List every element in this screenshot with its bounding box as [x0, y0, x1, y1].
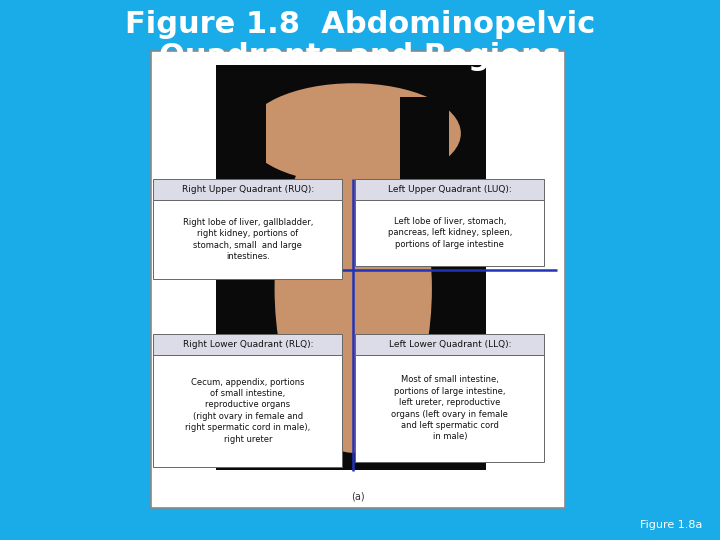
Bar	[356, 355, 544, 462]
Text: Most of small intestine,
portions of large intestine,
left ureter, reproductive
: Most of small intestine, portions of lar…	[392, 375, 508, 442]
Bar	[153, 179, 342, 200]
Bar	[216, 65, 486, 470]
Bar	[153, 355, 342, 467]
Text: Right Upper Quadrant (RUQ):: Right Upper Quadrant (RUQ):	[181, 185, 314, 194]
Bar	[153, 334, 342, 355]
Ellipse shape	[246, 83, 461, 184]
Text: Right lobe of liver, gallbladder,
right kidney, portions of
stomach, small  and : Right lobe of liver, gallbladder, right …	[183, 218, 313, 261]
Bar	[216, 97, 266, 256]
Bar	[356, 334, 544, 355]
Text: Cecum, appendix, portions
of small intestine,
reproductive organs
(right ovary i: Cecum, appendix, portions of small intes…	[185, 377, 310, 444]
Text: Figure 1.8a: Figure 1.8a	[639, 520, 702, 530]
Bar	[400, 97, 449, 256]
Text: Left Lower Quadrant (LLQ):: Left Lower Quadrant (LLQ):	[389, 340, 511, 349]
Text: Quadrants and Regions: Quadrants and Regions	[159, 42, 561, 71]
Ellipse shape	[274, 124, 432, 453]
Text: Left lobe of liver, stomach,
pancreas, left kidney, spleen,
portions of large in: Left lobe of liver, stomach, pancreas, l…	[387, 217, 512, 248]
Bar	[356, 200, 544, 266]
Text: Figure 1.8  Abdominopelvic: Figure 1.8 Abdominopelvic	[125, 10, 595, 39]
Text: (a): (a)	[351, 491, 365, 501]
Bar	[153, 200, 342, 280]
Text: Right Lower Quadrant (RLQ):: Right Lower Quadrant (RLQ):	[183, 340, 313, 349]
Bar	[356, 179, 544, 200]
Bar	[151, 51, 565, 508]
Text: Left Upper Quadrant (LUQ):: Left Upper Quadrant (LUQ):	[388, 185, 512, 194]
